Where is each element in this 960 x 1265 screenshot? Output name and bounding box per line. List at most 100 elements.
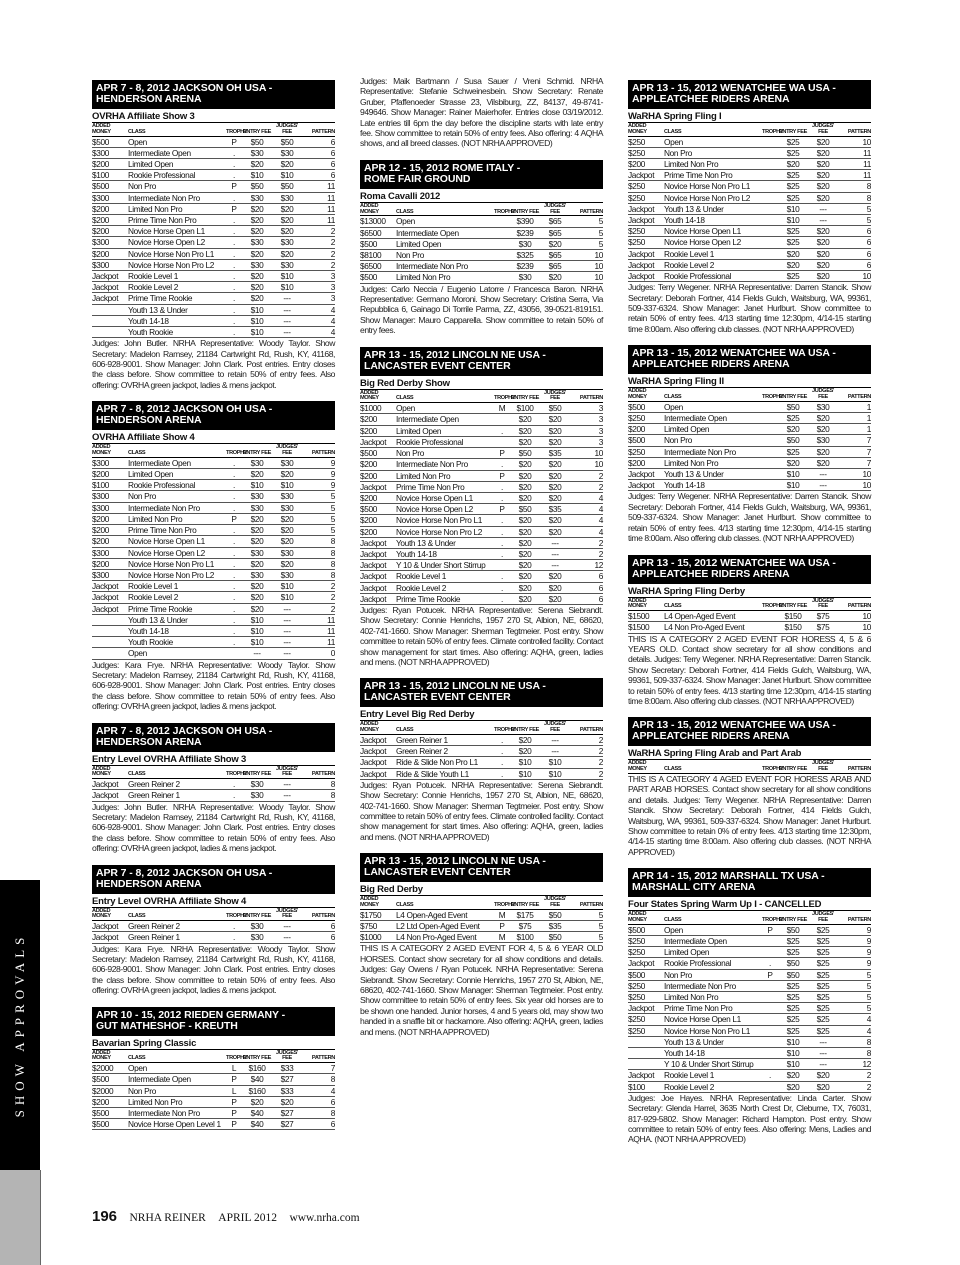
cell-pattern: 3 — [598, 436, 604, 447]
show-name: Entry Level OVRHA Affiliate Show 4 — [92, 896, 335, 908]
cell-judges-fee: --- — [551, 734, 559, 745]
cell-entry-fee: $20 — [250, 215, 264, 226]
cell-entry-fee: $20 — [518, 526, 532, 537]
show-header-line: APR 7 - 8, 2012 JACKSON OH USA - — [96, 724, 273, 737]
show-header: APR 13 - 15, 2012 WENATCHEE WA USA - APPL… — [628, 717, 871, 747]
website-link[interactable]: www.nrha.com — [289, 1212, 360, 1224]
cell-pattern: 12 — [594, 560, 603, 571]
cell-class-name: Non Pro — [128, 181, 156, 192]
cell-entry-fee: $20 — [518, 492, 532, 503]
column-3: APR 13 - 15, 2012 WENATCHEE WA USA - APPL… — [628, 80, 871, 1156]
cell-class-name: Non Pro — [396, 448, 424, 459]
cell-pattern: 9 — [330, 480, 336, 491]
show-header-line: APR 12 - 15, 2012 ROME ITALY - — [364, 161, 521, 174]
cell-trophy: . — [501, 537, 503, 548]
cell-pattern: 10 — [862, 136, 871, 147]
cell-pattern: 7 — [330, 1063, 336, 1074]
cell-class-name: L2 Ltd Open-Aged Event — [396, 921, 480, 932]
cell-entry-fee: $20 — [518, 436, 532, 447]
cell-judges-fee: --- — [283, 293, 291, 304]
cell-judges-fee: $35 — [548, 448, 562, 459]
table-row: Jackpot Ride & Slide Non Pro L1. $10 $10 2 — [360, 757, 603, 769]
cell-entry-fee: $10 — [518, 757, 532, 768]
table-row: $200 Limited Non Pro P $20 $20 11 — [92, 203, 335, 216]
cell-judges-fee: $27 — [280, 1119, 294, 1130]
cell-pattern: 2 — [598, 537, 604, 548]
cell-entry-fee: $20 — [250, 203, 264, 214]
cell-trophy — [762, 1048, 778, 1058]
show-notes: Judges: Joe Hayes. NRHA Representative: … — [628, 1092, 871, 1145]
table-row: $250 Intermediate Non Pro $25 $20 7 — [628, 447, 871, 458]
cell-added-money: $8100 — [360, 250, 382, 261]
cell-judges-fee: $30 — [816, 401, 830, 412]
cell-entry-fee: $10 — [786, 480, 800, 491]
cell-judges-fee: --- — [283, 932, 291, 943]
column-header-pattern: PATTERN — [847, 394, 871, 401]
show-header-line: HENDERSON ARENA — [96, 93, 202, 105]
cell-added-money: $250 — [628, 947, 646, 958]
cell-pattern: 9 — [866, 936, 872, 946]
cell-added-money: $200 — [628, 424, 646, 435]
show-header-line: ROME FAIR GROUND — [364, 172, 471, 185]
table-row: $500 Open $50 $30 1 — [628, 401, 871, 414]
cell-class-name: Limited Non Pro — [664, 457, 719, 468]
table-row: $500 Non Pro $50 $30 7 — [628, 435, 871, 447]
show-notes: THIS IS A CATEGORY 2 AGED EVENT FOR 4, 5… — [360, 943, 603, 1037]
cell-judges-fee: --- — [551, 560, 559, 571]
show-header-line: APR 7 - 8, 2012 JACKSON OH USA - — [96, 866, 273, 879]
column-header-pattern: PATTERN — [579, 902, 603, 909]
cell-entry-fee: $25 — [786, 936, 800, 946]
cell-pattern: 4 — [330, 327, 336, 338]
cell-added-money — [92, 327, 128, 337]
cell-trophy: . — [233, 469, 235, 480]
cell-judges-fee: $20 — [816, 136, 830, 147]
table-header: ADDED MONEY CLASS TROPHY ENTRY FEE JUDGES' F… — [628, 598, 871, 612]
cell-pattern: 8 — [330, 569, 336, 580]
cell-class-name: Prime Time Rookie — [396, 593, 461, 604]
cell-judges-fee: $20 — [280, 226, 294, 237]
cell-class-name: Non Pro — [664, 147, 692, 158]
cell-trophy — [762, 1037, 778, 1047]
cell-class-name: Open — [664, 401, 683, 412]
cell-trophy: . — [233, 614, 235, 625]
table-row: $8100 Non Pro $325 $65 10 — [360, 250, 603, 262]
cell-pattern: 5 — [866, 980, 872, 991]
table-row: $250 Novice Horse Open L1 $25 $20 6 — [628, 226, 871, 238]
show-header-line: APR 13 - 15, 2012 WENATCHEE WA USA - — [632, 719, 836, 732]
table-row: $250 Novice Horse Non Pro L1 $25 $25 4 — [628, 1026, 871, 1037]
column-header-trophy: TROPHY — [762, 603, 784, 610]
show-header-line: APPLEATCHEE RIDERS ARENA — [632, 93, 790, 105]
cell-judges-fee: $20 — [816, 259, 830, 270]
cell-pattern: 2 — [598, 470, 604, 481]
show-header-line: APR 13 - 15, 2012 LINCOLN NE USA - — [364, 680, 546, 693]
cell-judges-fee: $50 — [548, 909, 562, 920]
table-row: $300 Intermediate Non Pro. $30 $30 11 — [92, 193, 335, 204]
cell-entry-fee: $10 — [250, 480, 264, 491]
cell-added-money — [628, 1059, 664, 1069]
cell-trophy: . — [233, 192, 235, 203]
cell-added-money: $300 — [92, 259, 110, 270]
cell-class-name: Limited Open — [664, 424, 710, 435]
cell-judges-fee: $20 — [816, 181, 830, 192]
show-header: APR 7 - 8, 2012 JACKSON OH USA - HENDERSO… — [92, 864, 335, 894]
cell-judges-fee: --- — [283, 315, 291, 326]
table-row: Jackpot Rookie Level 1. $20 $10 3 — [92, 271, 335, 283]
cell-added-money: Jackpot — [628, 1003, 655, 1014]
cell-added-money: $500 — [92, 1074, 110, 1085]
cell-class-name: Limited Non Pro — [664, 159, 719, 169]
cell-class-name: Green Reiner 1 — [128, 932, 180, 943]
cell-trophy: . — [233, 215, 235, 226]
cell-added-money: $1500 — [628, 622, 650, 633]
table-row: $200 Novice Horse Non Pro L1. $20 $20 4 — [360, 515, 603, 527]
cell-class-name: Rookie Level 2 — [128, 592, 178, 603]
cell-trophy — [762, 424, 778, 434]
cell-entry-fee: $30 — [250, 237, 264, 248]
cell-added-money: $200 — [92, 215, 110, 226]
page-number: 196 — [92, 1208, 118, 1225]
column-header-entry-fee: ENTRY FEE — [779, 394, 807, 401]
column-header-judges-fee: JUDGES' FEE — [276, 1049, 298, 1062]
table-row: $500 Open P $50 $25 9 — [628, 925, 871, 936]
show-header-line: HENDERSON ARENA — [96, 414, 202, 427]
table-row: $500 Non Pro P $50 $50 11 — [92, 181, 335, 193]
cell-judges-fee: $20 — [280, 248, 294, 259]
